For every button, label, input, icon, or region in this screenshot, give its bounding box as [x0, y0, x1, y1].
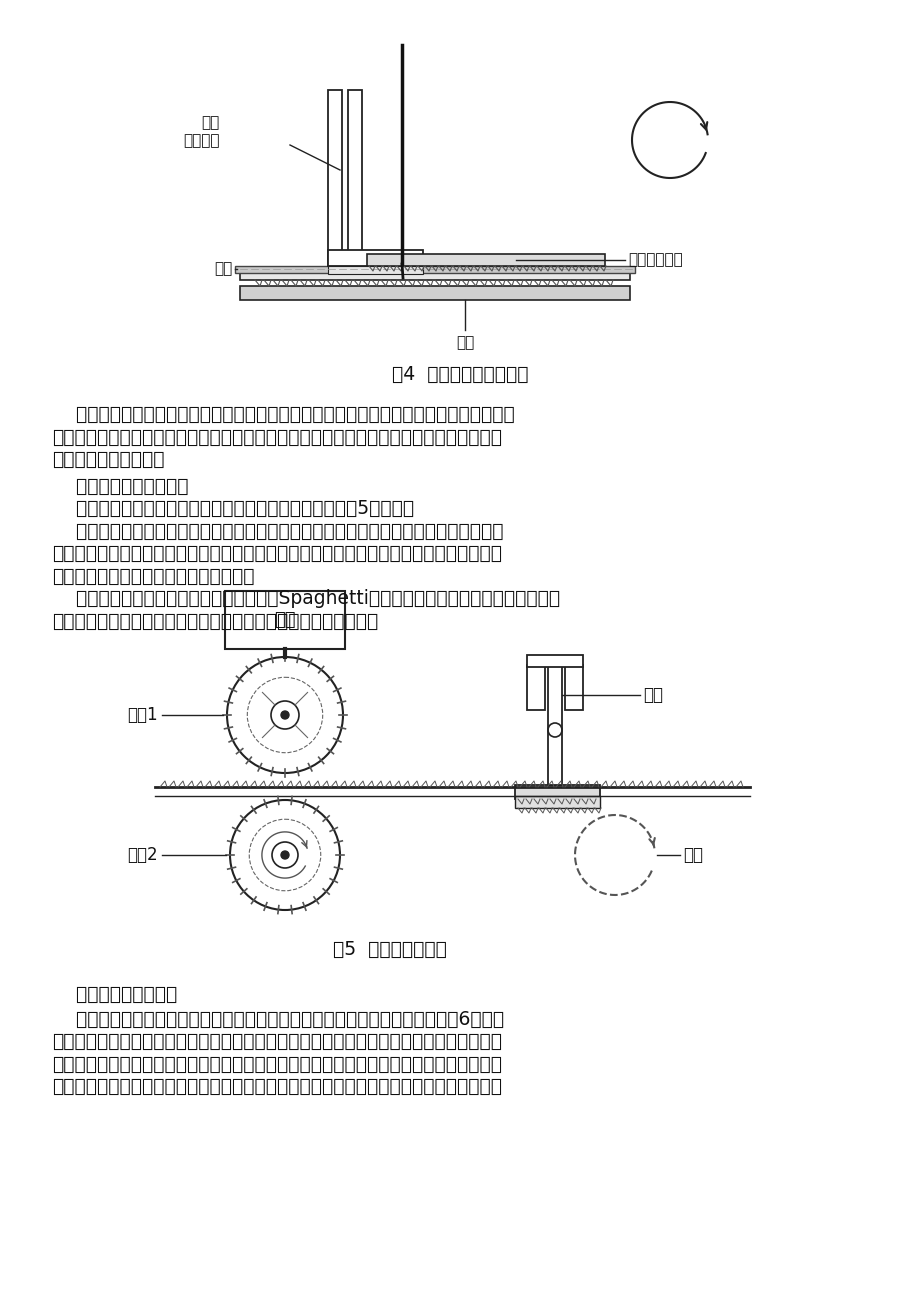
Circle shape [280, 852, 289, 859]
Text: 马达: 马达 [274, 611, 295, 629]
Text: 在进行两片面料的缝合时，由于牙状送布压脚的推送，上层面料向前运动比较快，而下层: 在进行两片面料的缝合时，由于牙状送布压脚的推送，上层面料向前运动比较快，而下层 [52, 405, 515, 424]
Text: （二）滚轮式送布装置: （二）滚轮式送布装置 [52, 477, 188, 496]
Text: 前拉式滚轮一般应用于缝合意大利面料（Spaghetti）的包缝机；后拉式滚轮多应用于缝合: 前拉式滚轮一般应用于缝合意大利面料（Spaghetti）的包缝机；后拉式滚轮多应… [52, 589, 560, 608]
Circle shape [280, 711, 289, 719]
Bar [225, 591, 345, 648]
Text: 滚轮式送布机件可以根据需要加装在机车前或后面，以便更快捷更平稳地输送面料，适: 滚轮式送布机件可以根据需要加装在机车前或后面，以便更快捷更平稳地输送面料，适 [52, 522, 503, 540]
Text: 于西服的容袖绱袖机。: 于西服的容袖绱袖机。 [52, 450, 165, 469]
Bar [328, 90, 342, 266]
Text: 面料: 面料 [214, 262, 233, 276]
Text: 厚料的单＼双针平车、绷缝机、橡筋裤头机、腕型机、包缝机等。: 厚料的单＼双针平车、绷缝机、橡筋裤头机、腕型机、包缝机等。 [52, 612, 378, 630]
Bar [564, 665, 583, 710]
Text: 压脚: 压脚 [642, 686, 663, 704]
Bar [240, 270, 630, 280]
Bar [515, 796, 599, 809]
Text: 顾名思义，针式送布即以机针输送面料。针式送布的椭圆形轨迹运动方式如图6所示：: 顾名思义，针式送布即以机针输送面料。针式送布的椭圆形轨迹运动方式如图6所示： [52, 1009, 504, 1029]
Text: 这是安装在机台前部或后部的一种辅助式送布装置（如图5所示）。: 这是安装在机台前部或后部的一种辅助式送布装置（如图5所示）。 [52, 499, 414, 518]
Bar [328, 250, 423, 266]
Bar [527, 655, 583, 667]
Text: 的输送动程。由于上、下层面料都是由机针同时带动，因此针式送布机件可以较好地解决面: 的输送动程。由于上、下层面料都是由机针同时带动，因此针式送布机件可以较好地解决面 [52, 1055, 502, 1074]
Text: 滚轴1: 滚轴1 [127, 706, 158, 724]
Text: 滚轴2: 滚轴2 [127, 846, 158, 865]
Text: 普通: 普通 [201, 115, 220, 130]
Text: 面料: 面料 [682, 846, 702, 865]
Bar [347, 90, 361, 266]
Text: 按布压脚: 按布压脚 [183, 133, 220, 148]
Bar [328, 266, 423, 273]
Bar [527, 665, 544, 710]
Text: 缝时需要外加拉力的物料，如弹性橡筋。: 缝时需要外加拉力的物料，如弹性橡筋。 [52, 566, 255, 586]
Text: 用于不容易被拉伸变形的普通梭织面料的缝合，例如衬衫的前筒和裤腰的缝合，也适用于车: 用于不容易被拉伸变形的普通梭织面料的缝合，例如衬衫的前筒和裤腰的缝合，也适用于车 [52, 544, 502, 562]
Bar [234, 266, 634, 273]
Text: 首先，机针下降穿过面料并将面料向前推动，然后升起、脱离面料，返回原位，准备下一步: 首先，机针下降穿过面料并将面料向前推动，然后升起、脱离面料，返回原位，准备下一步 [52, 1032, 502, 1051]
Text: 牙状送布压脚: 牙状送布压脚 [628, 253, 682, 267]
Text: 面料相对较慢，使上、下层面料送布不均，形成单层面料容缩的效果。这种送布装置较常见: 面料相对较慢，使上、下层面料送布不均，形成单层面料容缩的效果。这种送布装置较常见 [52, 427, 502, 447]
Bar [240, 286, 630, 299]
Text: 图5  滚轴式送布装置: 图5 滚轴式送布装置 [333, 940, 447, 960]
Bar [548, 665, 562, 785]
Text: （三）针式送布装置: （三）针式送布装置 [52, 986, 177, 1004]
Text: 图4  牙状压脚的送布装置: 图4 牙状压脚的送布装置 [391, 365, 528, 384]
Bar [515, 785, 599, 799]
Bar [367, 254, 605, 266]
Text: 料层间移动的问题。目前缝合用的机车很少单独使用针式送布，通常会和压点式送布机件配: 料层间移动的问题。目前缝合用的机车很少单独使用针式送布，通常会和压点式送布机件配 [52, 1077, 502, 1096]
Text: 针板: 针板 [456, 335, 473, 350]
